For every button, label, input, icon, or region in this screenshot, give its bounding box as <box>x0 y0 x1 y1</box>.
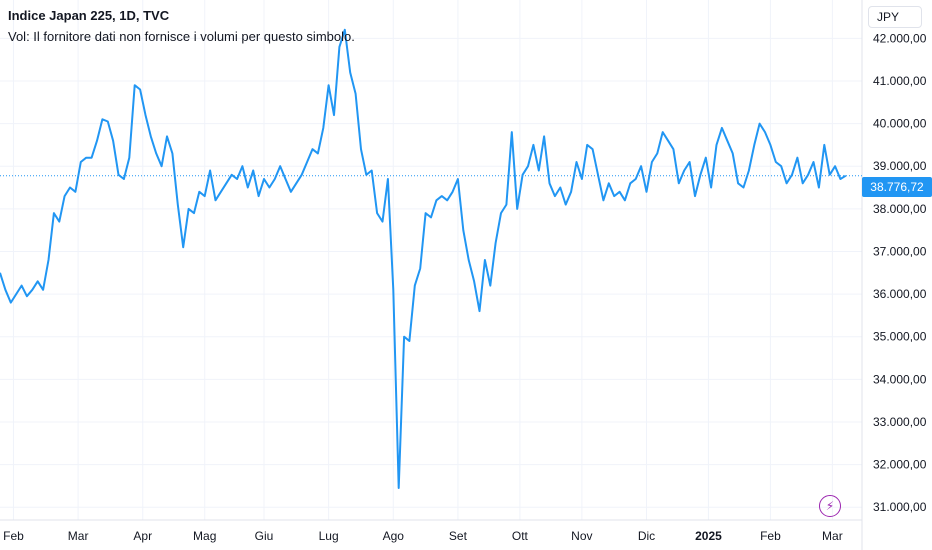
y-tick-label: 40.000,00 <box>873 117 927 131</box>
last-price-label: 38.776,72 <box>862 177 932 197</box>
x-tick-label: Lug <box>319 529 339 543</box>
x-tick-label: Apr <box>133 529 152 543</box>
x-tick-label: Mar <box>822 529 843 543</box>
x-tick-label: Ago <box>383 529 405 543</box>
y-tick-label: 33.000,00 <box>873 415 927 429</box>
x-tick-label: Ott <box>512 529 529 543</box>
y-tick-label: 35.000,00 <box>873 330 927 344</box>
x-tick-label: 2025 <box>695 529 722 543</box>
y-tick-label: 39.000,00 <box>873 159 927 173</box>
y-tick-label: 42.000,00 <box>873 31 927 45</box>
x-tick-label: Giu <box>255 529 274 543</box>
x-tick-label: Feb <box>3 529 24 543</box>
y-tick-label: 31.000,00 <box>873 500 927 514</box>
x-tick-label: Set <box>449 529 468 543</box>
y-tick-label: 36.000,00 <box>873 287 927 301</box>
volume-note: Vol: Il fornitore dati non fornisce i vo… <box>8 29 355 44</box>
price-series-line[interactable] <box>0 28 847 489</box>
currency-button[interactable]: JPY <box>868 6 922 28</box>
x-tick-label: Mag <box>193 529 216 543</box>
chart-title: Indice Japan 225, 1D, TVC <box>8 8 170 23</box>
x-tick-label: Dic <box>638 529 655 543</box>
x-tick-label: Mar <box>68 529 89 543</box>
y-tick-label: 37.000,00 <box>873 244 927 258</box>
y-tick-label: 32.000,00 <box>873 458 927 472</box>
x-tick-label: Feb <box>760 529 781 543</box>
lightning-icon[interactable]: ⚡ <box>819 495 841 517</box>
y-tick-label: 34.000,00 <box>873 372 927 386</box>
x-tick-label: Nov <box>571 529 592 543</box>
y-tick-label: 38.000,00 <box>873 202 927 216</box>
y-tick-label: 41.000,00 <box>873 74 927 88</box>
